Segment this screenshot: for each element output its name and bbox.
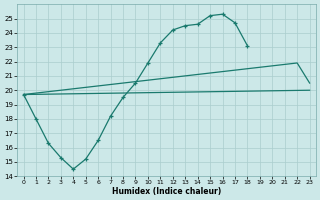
- X-axis label: Humidex (Indice chaleur): Humidex (Indice chaleur): [112, 187, 221, 196]
